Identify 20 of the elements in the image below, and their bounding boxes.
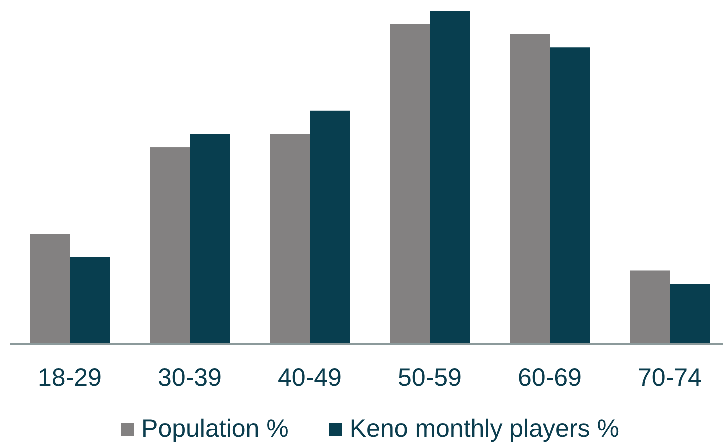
x-tick-label: 40-49	[278, 364, 342, 392]
bar	[430, 11, 470, 344]
x-tick-label: 60-69	[518, 364, 582, 392]
x-tick-label: 18-29	[38, 364, 102, 392]
legend-label: Population %	[142, 414, 289, 444]
x-tick-label: 70-74	[638, 364, 702, 392]
x-tick-label: 50-59	[398, 364, 462, 392]
bar	[30, 234, 70, 344]
bar	[670, 284, 710, 344]
bar	[510, 34, 550, 344]
bar	[270, 134, 310, 344]
bar	[630, 270, 670, 344]
x-tick-label: 30-39	[158, 364, 222, 392]
legend-label: Keno monthly players %	[350, 414, 620, 444]
bar	[150, 148, 190, 344]
bar	[190, 134, 230, 344]
bar	[390, 24, 430, 344]
bar	[70, 257, 110, 344]
bar	[550, 48, 590, 344]
bar	[310, 110, 350, 344]
